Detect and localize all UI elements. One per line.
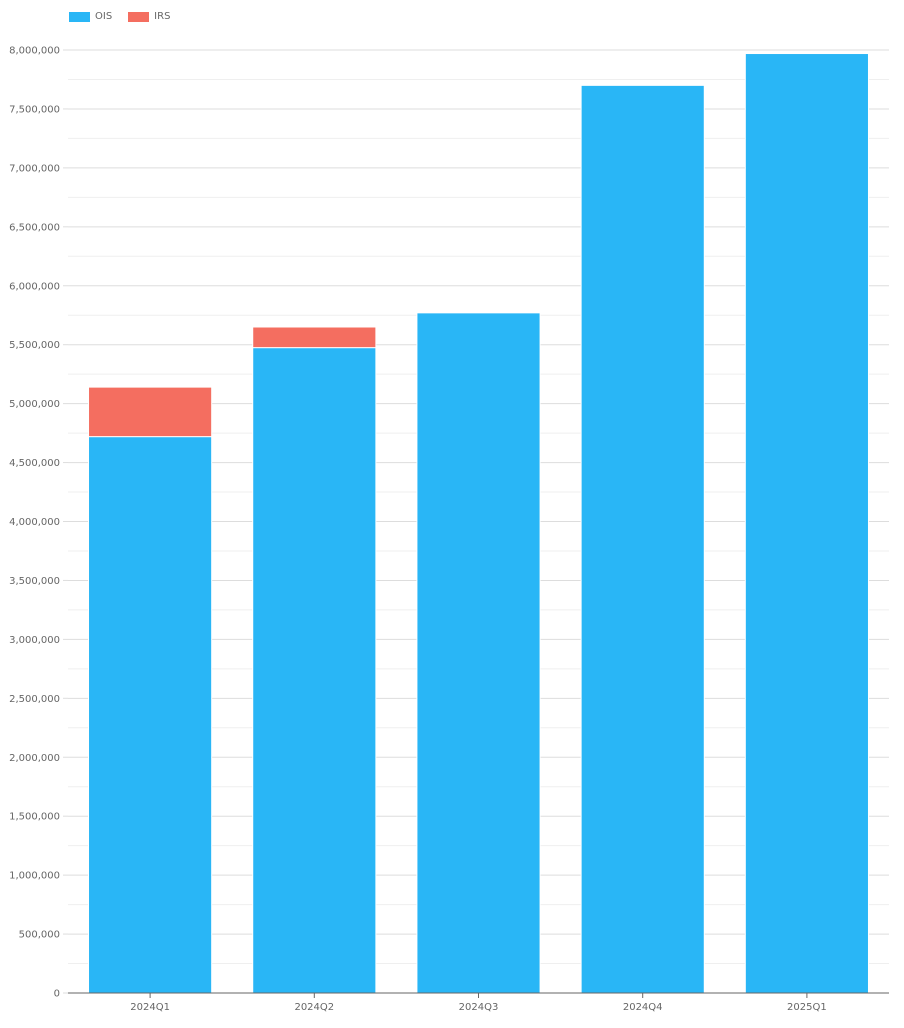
y-tick-label: 2,500,000 bbox=[9, 694, 60, 705]
y-tick-label: 1,000,000 bbox=[9, 871, 60, 882]
y-tick-label: 4,000,000 bbox=[9, 517, 60, 528]
legend-label-irs: IRS bbox=[154, 11, 171, 22]
x-tick-label: 2024Q4 bbox=[623, 1002, 663, 1013]
x-tick-label: 2024Q2 bbox=[294, 1002, 334, 1013]
legend-item-ois[interactable]: OIS bbox=[69, 11, 112, 22]
y-tick-label: 3,000,000 bbox=[9, 635, 60, 646]
bar-ois-2024q4 bbox=[580, 84, 705, 994]
legend-swatch-ois bbox=[69, 11, 90, 22]
y-tick-label: 6,000,000 bbox=[9, 281, 60, 292]
legend-item-irs[interactable]: IRS bbox=[128, 11, 170, 22]
bar-ois-2024q2 bbox=[252, 347, 377, 994]
y-tick-label: 7,000,000 bbox=[9, 163, 60, 174]
bar-irs-2024q2 bbox=[252, 326, 377, 349]
bar-ois-2024q3 bbox=[416, 312, 541, 994]
x-tick-label: 2024Q3 bbox=[459, 1002, 499, 1013]
y-tick-label: 6,500,000 bbox=[9, 222, 60, 233]
y-tick-label: 3,500,000 bbox=[9, 576, 60, 587]
bar-ois-2024q1 bbox=[88, 436, 213, 994]
bar-ois-2025q1 bbox=[744, 53, 869, 994]
x-tick-label: 2025Q1 bbox=[787, 1002, 827, 1013]
y-tick-label: 5,500,000 bbox=[9, 340, 60, 351]
y-tick-label: 4,500,000 bbox=[9, 458, 60, 469]
y-tick-label: 0 bbox=[54, 989, 60, 1000]
y-tick-label: 1,500,000 bbox=[9, 812, 60, 823]
bar-irs-2024q1 bbox=[88, 386, 213, 438]
y-tick-label: 8,000,000 bbox=[9, 46, 60, 57]
y-tick-label: 5,000,000 bbox=[9, 399, 60, 410]
legend-swatch-irs bbox=[128, 11, 150, 22]
y-tick-label: 500,000 bbox=[19, 930, 60, 941]
legend: OIS IRS bbox=[69, 11, 186, 22]
y-tick-label: 7,500,000 bbox=[9, 104, 60, 115]
legend-label-ois: OIS bbox=[95, 11, 113, 22]
x-tick-label: 2024Q1 bbox=[130, 1002, 170, 1013]
y-tick-label: 2,000,000 bbox=[9, 753, 60, 764]
